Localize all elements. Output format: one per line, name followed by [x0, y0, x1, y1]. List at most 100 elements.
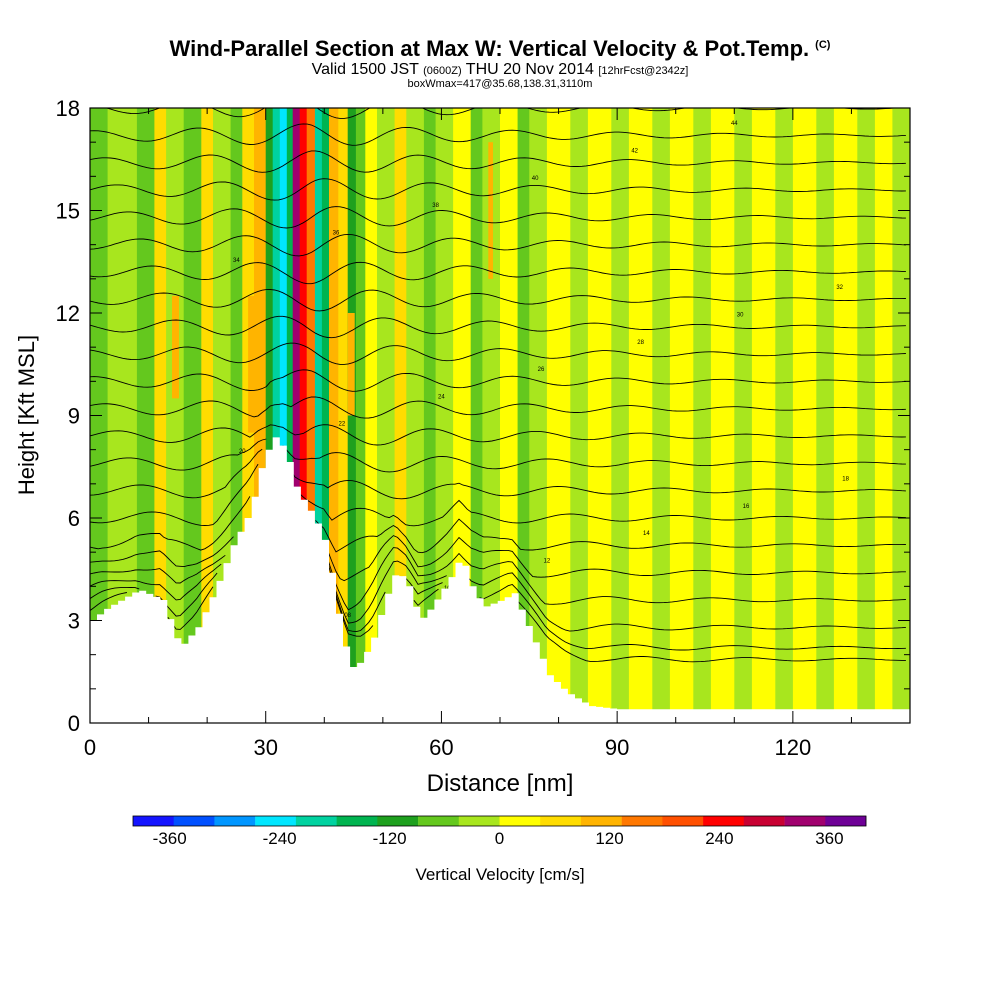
theta-contour [90, 289, 906, 312]
velocity-band [306, 108, 316, 723]
velocity-band [292, 108, 301, 723]
valid-prefix: Valid 1500 JST [311, 61, 419, 78]
velocity-band [628, 108, 653, 723]
colorbar-swatch [377, 816, 419, 826]
theta-contour-label: 16 [743, 504, 750, 510]
velocity-patch [248, 295, 254, 433]
colorbar-swatch [458, 816, 500, 826]
valid-utc: (0600Z) [423, 65, 462, 77]
velocity-band [734, 108, 753, 723]
x-tick-label: 0 [84, 735, 96, 760]
velocity-band [652, 108, 671, 723]
colorbar-swatch [784, 816, 826, 826]
colorbar-swatch [540, 816, 582, 826]
colorbar-swatch [255, 816, 297, 826]
colorbar-swatch [499, 816, 541, 826]
boxwmax-info: boxWmax=417@35.68,138.31,3110m [407, 78, 593, 90]
theta-contour [90, 547, 906, 611]
velocity-band [423, 108, 437, 723]
theta-contour [90, 178, 906, 201]
x-tick-label: 30 [253, 735, 277, 760]
theta-contour [90, 315, 906, 339]
colorbar-swatch [214, 816, 256, 826]
colorbar-swatch [743, 816, 785, 826]
chart-title-main: Wind-Parallel Section at Max W: Vertical… [169, 36, 810, 61]
y-tick-label: 18 [56, 96, 80, 121]
colorbar-tick-label: 120 [595, 829, 623, 848]
velocity-band [329, 108, 339, 723]
theta-contour-label: 12 [544, 558, 551, 564]
velocity-band [792, 108, 817, 723]
velocity-band [136, 108, 156, 723]
velocity-band [435, 108, 454, 723]
velocity-band [299, 108, 308, 723]
y-tick-label: 6 [68, 506, 80, 531]
theta-contour [90, 448, 906, 500]
velocity-band [394, 108, 407, 723]
y-tick-label: 0 [68, 711, 80, 736]
theta-contour [90, 560, 906, 632]
velocity-band [338, 108, 349, 723]
velocity-band [286, 108, 294, 723]
forecast-info: [12hrFcst@2342z] [598, 65, 689, 77]
theta-contour [105, 108, 903, 119]
colorbar-swatch [621, 816, 663, 826]
velocity-band [279, 108, 288, 723]
velocity-band [710, 108, 735, 723]
velocity-band [166, 108, 185, 723]
theta-contour [90, 396, 906, 419]
valid-date: THU 20 Nov 2014 [465, 61, 594, 78]
theta-contour [90, 233, 906, 257]
velocity-band [482, 108, 501, 723]
colorbar-swatch [662, 816, 704, 826]
velocity-band [816, 108, 835, 723]
theta-contour [90, 261, 906, 285]
velocity-band [265, 108, 274, 723]
colorbar-swatch [703, 816, 745, 826]
colorbar-swatch [825, 816, 867, 826]
colorbar-label: Vertical Velocity [cm/s] [415, 865, 584, 884]
colorbar-swatch [336, 816, 378, 826]
theta-contour [90, 369, 906, 392]
velocity-band [874, 108, 894, 723]
velocity-band [775, 108, 794, 723]
colorbar-tick-label: -120 [373, 829, 407, 848]
theta-contour-label: 22 [339, 422, 346, 428]
theta-contours: 0406081012141618202224262830323436384042… [90, 94, 906, 674]
velocity-band [470, 108, 483, 723]
theta-contour-label: 08 [344, 613, 351, 619]
velocity-band [314, 108, 323, 723]
velocity-band [570, 108, 589, 723]
theta-contour-label: 26 [538, 367, 545, 373]
velocity-band [377, 108, 396, 723]
theta-contour-label: 20 [239, 449, 246, 455]
x-axis-label: Distance [nm] [427, 770, 574, 797]
theta-contour [90, 572, 906, 651]
y-tick-label: 9 [68, 404, 80, 429]
theta-contour [90, 150, 906, 173]
velocity-band [546, 108, 571, 723]
chart-title: Wind-Parallel Section at Max W: Vertical… [0, 36, 1000, 62]
colorbar-tick-label: 0 [495, 829, 504, 848]
theta-contour [90, 496, 906, 554]
theta-contour-label: 18 [842, 476, 849, 482]
theta-contour [90, 438, 906, 473]
x-tick-label: 90 [605, 735, 629, 760]
chart-subtitle: Valid 1500 JST (0600Z) THU 20 Nov 2014 [… [0, 62, 1000, 79]
theta-contour [90, 206, 906, 229]
velocity-band [406, 108, 425, 723]
velocity-patch [172, 295, 179, 399]
velocity-band [272, 108, 281, 723]
theta-contour-label: 40 [532, 176, 539, 182]
colorbar-swatch [133, 816, 174, 826]
colorbar-frame [132, 815, 867, 827]
chart-title-suffix: (C) [815, 38, 831, 51]
velocity-band [693, 108, 712, 723]
colorbar-swatch [418, 816, 460, 826]
y-tick-label: 12 [56, 301, 80, 326]
colorbar-tick-label: 360 [815, 829, 843, 848]
theta-contour [90, 583, 906, 663]
velocity-band [669, 108, 694, 723]
theta-contour-label: 46 [831, 94, 838, 100]
